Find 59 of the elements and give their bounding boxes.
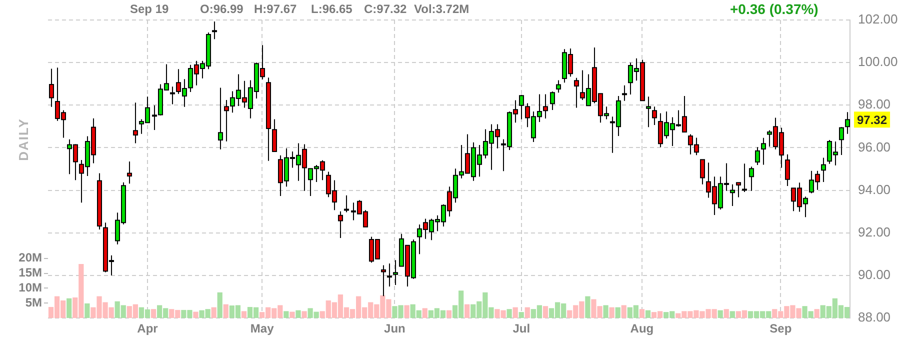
- bar: [524, 307, 530, 318]
- bar: [506, 309, 512, 318]
- y-tick-label: 94.00: [858, 182, 891, 197]
- y2-tick-label: 20M: [18, 250, 42, 265]
- bar: [603, 305, 608, 318]
- y-tick-label: 102.00: [858, 12, 898, 27]
- bar: [512, 307, 518, 318]
- bar: [284, 311, 289, 318]
- y2-tick-label: 10M: [18, 280, 42, 295]
- bar: [290, 312, 295, 318]
- chart-subtitle: +0.36 (0.37%): [730, 1, 818, 17]
- bar: [724, 309, 729, 318]
- bar: [241, 311, 247, 318]
- text: L:96.65: [311, 2, 352, 16]
- y-tick-label: 96.00: [858, 139, 891, 154]
- bar: [814, 309, 820, 318]
- text: DAILY: [16, 118, 31, 161]
- y-tick-label: 98.00: [858, 96, 891, 112]
- bar: [615, 307, 620, 318]
- bar: [542, 306, 548, 318]
- text: O:96.99: [200, 2, 244, 16]
- bar: [446, 310, 452, 318]
- bar: [217, 292, 222, 318]
- x-tick-label: Jun: [384, 322, 406, 336]
- bar: [223, 304, 228, 318]
- text: 97.32: [857, 112, 888, 127]
- text: C:97.32: [364, 2, 407, 16]
- y-tick-label: 92.00: [858, 224, 891, 240]
- bar: [621, 305, 626, 318]
- bar: [518, 312, 524, 318]
- text: Vol:3.72M: [414, 2, 470, 16]
- y-tick-label: 88.00: [858, 310, 891, 325]
- x-tick-label: Sep: [770, 322, 792, 336]
- x-tick-label: Apr: [137, 322, 158, 336]
- text: Sep 19: [130, 2, 169, 16]
- y2-tick-label: 5M: [25, 295, 42, 310]
- bar: [66, 298, 72, 318]
- y2-tick-label: 15M: [18, 266, 42, 280]
- bar: [193, 312, 198, 318]
- bar: [84, 303, 90, 318]
- bar: [609, 307, 614, 318]
- text: H:97.67: [254, 2, 297, 16]
- bar: [639, 309, 645, 318]
- bar: [302, 311, 307, 318]
- y-tick-label: 100.00: [858, 54, 898, 70]
- bar: [422, 308, 428, 318]
- bar: [464, 304, 470, 318]
- bar: [404, 305, 410, 318]
- x-tick-label: Jul: [512, 322, 530, 336]
- bar: [718, 310, 723, 318]
- bar: [585, 296, 590, 318]
- bar: [211, 307, 216, 318]
- x-tick-label: Aug: [630, 322, 654, 336]
- x-tick-label: May: [250, 322, 274, 336]
- y-tick-label: 90.00: [858, 267, 891, 282]
- bar: [730, 311, 735, 318]
- bar: [150, 309, 156, 318]
- bar: [296, 310, 301, 318]
- bar: [645, 310, 651, 318]
